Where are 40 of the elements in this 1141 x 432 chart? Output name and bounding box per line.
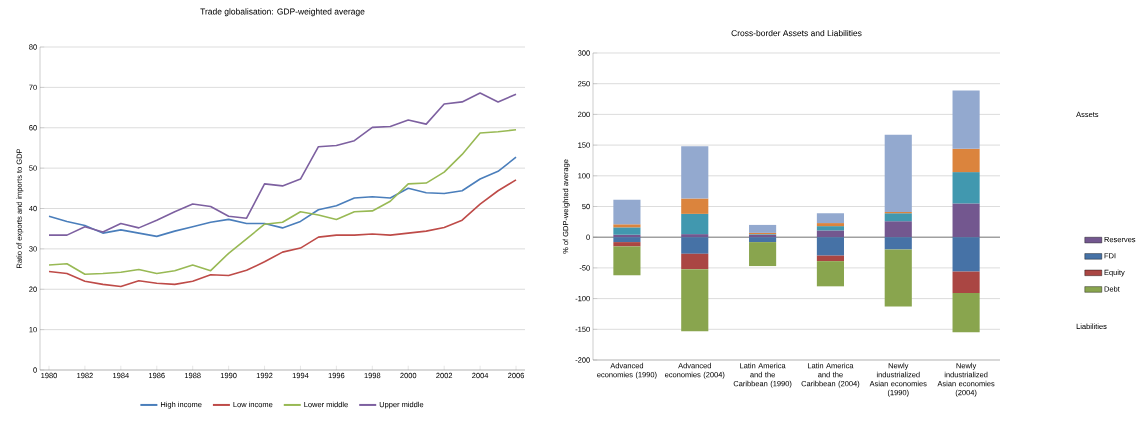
bar (681, 198, 709, 214)
bar (816, 223, 844, 227)
bar (952, 148, 980, 173)
line-series (48, 128, 517, 276)
bar (816, 230, 844, 238)
bar (613, 237, 641, 243)
line-series (48, 179, 517, 288)
bar (884, 237, 912, 250)
bar (613, 246, 641, 276)
bar (952, 293, 980, 333)
bar (681, 253, 709, 270)
bar (749, 224, 777, 233)
bar (681, 237, 709, 254)
bar (613, 242, 641, 247)
bar (816, 226, 844, 231)
bar (952, 172, 980, 204)
bar (681, 234, 709, 238)
line-series (48, 92, 517, 236)
bar (884, 213, 912, 222)
bar (816, 237, 844, 256)
bar (952, 203, 980, 238)
bar (884, 249, 912, 307)
bar (681, 213, 709, 235)
bar (681, 146, 709, 199)
bar (749, 237, 777, 243)
bar (952, 90, 980, 149)
bar (884, 134, 912, 213)
chart-title: Trade globalisation: GDP-weighted average (200, 8, 365, 17)
bar (749, 242, 777, 267)
bar (681, 269, 709, 332)
bar (952, 271, 980, 294)
bar (816, 255, 844, 262)
bar (816, 213, 844, 224)
bar (613, 227, 641, 235)
chart-title: Cross-border Assets and Liabilities (731, 29, 862, 37)
bar (613, 199, 641, 225)
bar (613, 224, 641, 228)
bar (952, 237, 980, 272)
bar (884, 221, 912, 238)
bar (816, 261, 844, 287)
